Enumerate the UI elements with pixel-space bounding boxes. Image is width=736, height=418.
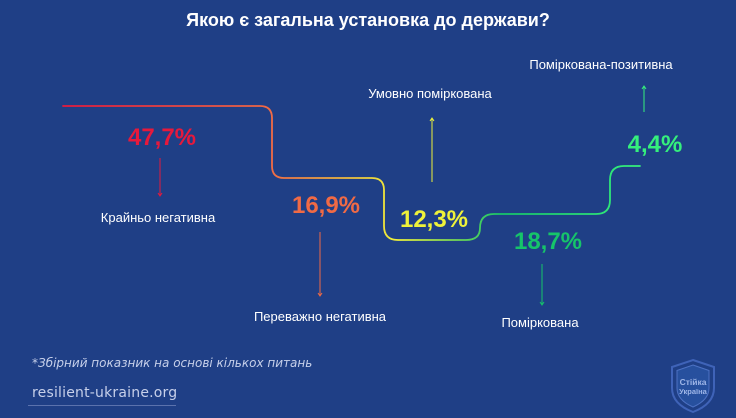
logo-line2: Україна	[679, 387, 708, 396]
source-link[interactable]: resilient-ukraine.org	[32, 385, 178, 401]
value-label: 18,7%	[514, 228, 582, 255]
category-label: Крайньо негативна	[101, 210, 216, 225]
logo-shield-icon: Стійка Україна	[671, 358, 715, 414]
arrowhead	[429, 117, 435, 122]
category-label: Поміркована	[501, 315, 579, 330]
value-label: 47,7%	[128, 124, 196, 151]
value-label: 16,9%	[292, 192, 360, 219]
arrowhead	[317, 292, 323, 297]
category-label: Поміркована-позитивна	[529, 57, 673, 72]
footnote: *Збірний показник на основі кількох пита…	[32, 356, 313, 370]
source-underline	[28, 405, 176, 406]
chart-title: Якою є загальна установка до держави?	[186, 10, 550, 30]
logo-line1: Стійка	[680, 377, 707, 387]
category-label: Умовно поміркована	[368, 86, 492, 101]
value-label: 4,4%	[628, 131, 683, 158]
arrowhead	[539, 301, 545, 306]
arrowhead	[641, 85, 647, 90]
step-line	[62, 105, 641, 241]
arrowhead	[157, 192, 163, 197]
value-label: 12,3%	[400, 206, 468, 233]
category-label: Переважно негативна	[254, 309, 387, 324]
